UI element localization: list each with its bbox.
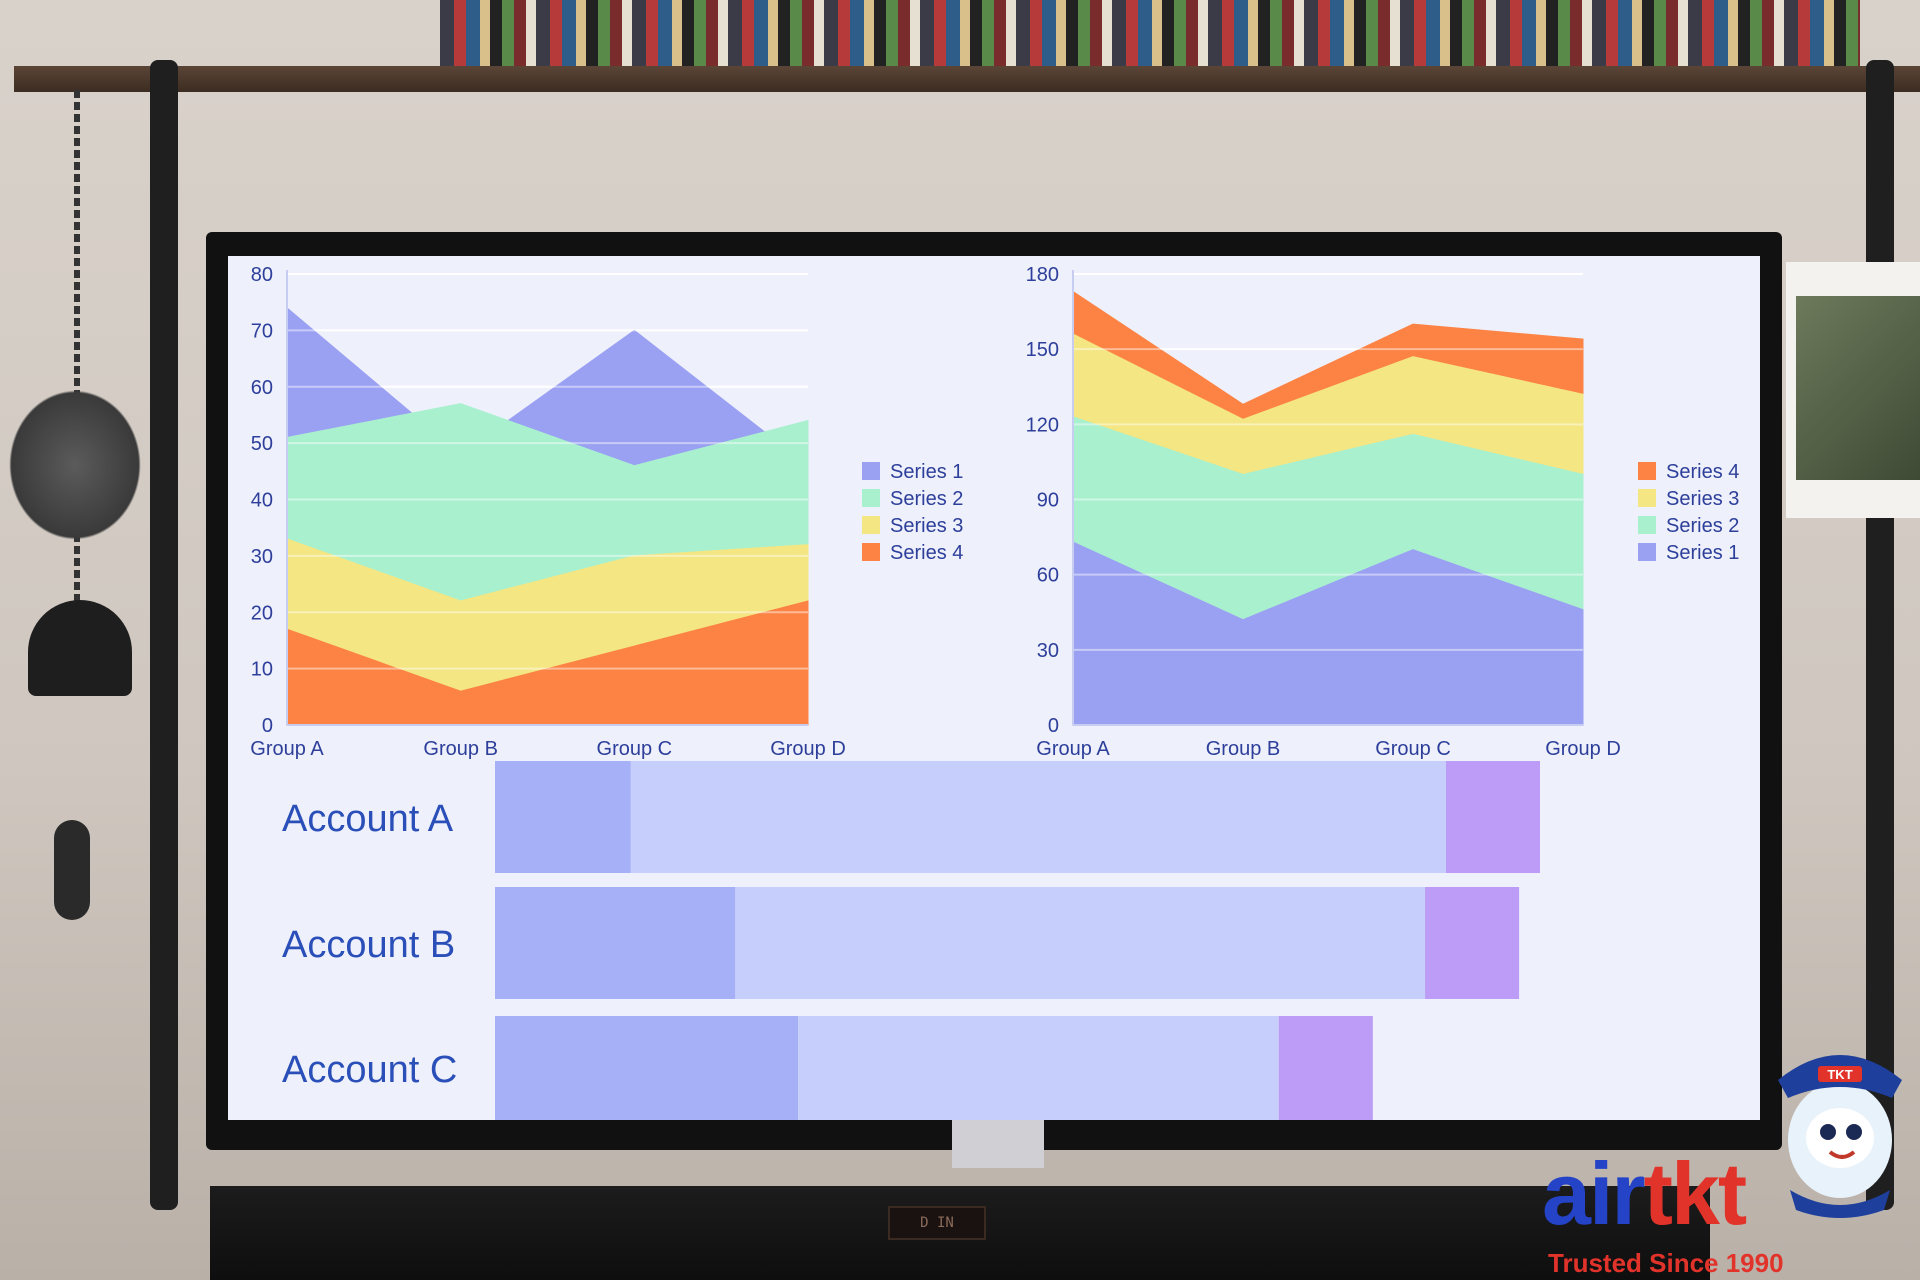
wind-chime-chain: [74, 90, 80, 610]
bar-segment: [798, 1016, 1279, 1120]
legend-swatch: [862, 543, 880, 561]
logo-wordmark: airtkt: [1542, 1150, 1747, 1238]
photo-picture: [1796, 296, 1920, 480]
logo-tkt: tkt: [1643, 1144, 1748, 1243]
y-tick-label: 80: [251, 264, 273, 286]
logo-air: air: [1542, 1144, 1646, 1243]
account-label: Account B: [282, 924, 455, 966]
bookshelf-dvds: [440, 0, 1860, 72]
pilot-mascot-icon: TKT: [1778, 1055, 1902, 1218]
x-tick-label: Group C: [597, 738, 673, 760]
wind-chime-weight: [54, 820, 90, 920]
legend-label: Series 4: [890, 542, 963, 564]
bar-segment: [1425, 887, 1520, 999]
y-tick-label: 10: [251, 659, 273, 681]
airtkt-logo: TKT airtkt Trusted Since 1990: [1530, 1020, 1920, 1280]
account-label: Account C: [282, 1049, 457, 1091]
butterfly-ornament: [0, 380, 150, 550]
legend-swatch: [1638, 489, 1656, 507]
bar-segment: [735, 887, 1426, 999]
shelf-board: [14, 66, 1920, 92]
tv-stand: [952, 1120, 1044, 1168]
dashboard-charts: 0 10 20 30 40 50 60 70 80 Group A Group B Group C Gr…: [250, 264, 1740, 1120]
y-tick-label: 40: [251, 490, 273, 512]
y-tick-label: 20: [251, 602, 273, 624]
legend-label: Series 2: [890, 488, 963, 510]
account-bar-chart: Account A Account B Account C: [282, 761, 1540, 1120]
bar-segment: [495, 887, 736, 999]
y-tick-label: 150: [1026, 339, 1059, 361]
bar-segment: [495, 761, 631, 873]
y-tick-label: 60: [1037, 565, 1059, 587]
wind-chime-bell: [28, 600, 132, 696]
legend-swatch: [862, 462, 880, 480]
x-tick-label: Group D: [1545, 738, 1621, 760]
shelf-pipe-right: [1866, 60, 1894, 1210]
bar-segment: [630, 761, 1446, 873]
y-tick-label: 30: [1037, 640, 1059, 662]
x-tick-label: Group D: [770, 738, 846, 760]
y-tick-label: 0: [1048, 715, 1059, 737]
x-tick-label: Group B: [423, 738, 497, 760]
legend-label: Series 3: [890, 515, 963, 537]
x-tick-label: Group A: [1036, 738, 1110, 760]
soundbar-display: D IN: [888, 1206, 986, 1240]
bar-segment: [495, 1016, 799, 1120]
legend-label: Series 1: [890, 461, 963, 483]
legend-swatch: [1638, 516, 1656, 534]
shelf-pipe-left: [150, 60, 178, 1210]
y-tick-label: 0: [262, 715, 273, 737]
logo-tagline: Trusted Since 1990: [1548, 1248, 1784, 1278]
account-label: Account A: [282, 798, 454, 840]
legend-label: Series 1: [1666, 542, 1739, 564]
bar-segment: [1278, 1016, 1373, 1120]
x-tick-label: Group B: [1206, 738, 1280, 760]
area-chart-left: 0 10 20 30 40 50 60 70 80 Group A Group B Group C Gr…: [250, 264, 963, 760]
legend-swatch: [1638, 462, 1656, 480]
y-tick-label: 180: [1026, 264, 1059, 286]
y-tick-label: 60: [251, 377, 273, 399]
legend-label: Series 2: [1666, 515, 1739, 537]
y-tick-label: 120: [1026, 414, 1059, 436]
y-tick-label: 30: [251, 546, 273, 568]
legend-swatch: [862, 489, 880, 507]
y-tick-label: 70: [251, 320, 273, 342]
x-tick-label: Group A: [250, 738, 324, 760]
x-tick-label: Group C: [1375, 738, 1451, 760]
svg-text:TKT: TKT: [1827, 1067, 1852, 1082]
tv-screen: 0 10 20 30 40 50 60 70 80 Group A Group B Group C Gr…: [228, 256, 1760, 1120]
y-tick-label: 90: [1037, 490, 1059, 512]
stacked-area-chart-right: 0 30 60 90 120 150 180 Group A Group B Group C Gro…: [1026, 264, 1740, 760]
legend-swatch: [1638, 543, 1656, 561]
legend-label: Series 3: [1666, 488, 1739, 510]
legend-swatch: [862, 516, 880, 534]
y-tick-label: 50: [251, 433, 273, 455]
legend-label: Series 4: [1666, 461, 1739, 483]
bar-segment: [1445, 761, 1540, 873]
